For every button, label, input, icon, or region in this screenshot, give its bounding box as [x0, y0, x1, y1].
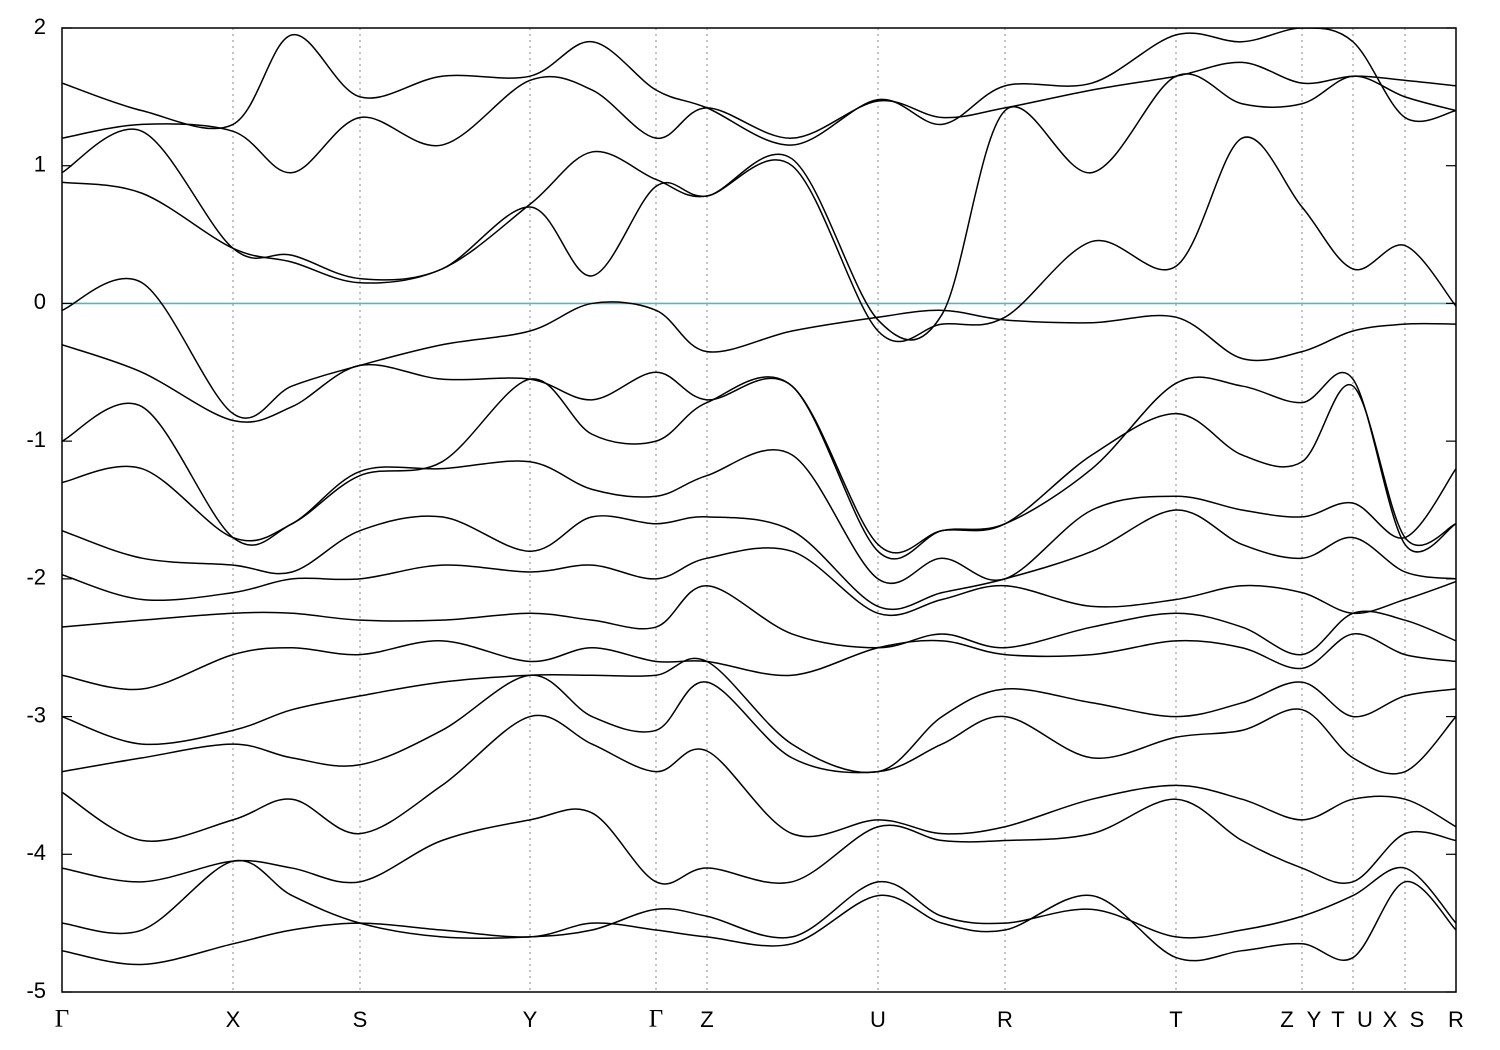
band-line [62, 674, 1456, 775]
y-tick-label: -2 [26, 565, 46, 590]
axis-layer: 210-1-2-3-4-5Γ X S Y Γ Z U R T Z Y T U X S R [26, 14, 1464, 1033]
x-tick-label: Z [700, 1007, 713, 1032]
band-line [62, 28, 1456, 146]
band-line [62, 859, 1456, 939]
band-line [62, 798, 1456, 885]
x-tick-label: S [353, 1007, 368, 1032]
x-tick-label: Y [1307, 1007, 1322, 1032]
band-line [62, 633, 1456, 691]
x-tick-label: S [1410, 1007, 1425, 1032]
x-tick-label: Γ [649, 1006, 663, 1033]
x-tick-label: U [1357, 1007, 1373, 1032]
y-tick-label: -1 [26, 427, 46, 452]
band-line [62, 657, 1456, 774]
x-tick-label: X [226, 1007, 241, 1032]
band-line [62, 509, 1456, 611]
x-tick-label: U [870, 1007, 886, 1032]
x-tick-label: R [997, 1007, 1013, 1032]
x-tick-label: T [1331, 1007, 1344, 1032]
y-tick-label: -5 [26, 978, 46, 1003]
x-tick-label: X [1383, 1007, 1398, 1032]
band-line [62, 136, 1456, 343]
band-line [62, 547, 1456, 617]
band-line [62, 881, 1456, 966]
plot-frame [61, 27, 1457, 993]
band-line [62, 61, 1456, 174]
band-line [62, 584, 1456, 656]
band-line [62, 371, 1456, 560]
x-tick-label: Y [523, 1007, 538, 1032]
y-tick-label: -4 [26, 840, 46, 865]
x-tick-label: Γ [55, 1006, 69, 1033]
x-tick-label: Z [1280, 1007, 1293, 1032]
x-tick-label: R [1448, 1007, 1464, 1032]
y-tick-label: 1 [34, 152, 46, 177]
band-line [62, 449, 1456, 585]
band-line [62, 344, 1456, 554]
y-tick-label: 0 [34, 289, 46, 314]
band-line [62, 714, 1456, 842]
band-layer [62, 28, 1456, 966]
grid-layer [232, 28, 1406, 992]
band-line [62, 277, 1456, 419]
band-line [62, 73, 1456, 341]
x-tick-label: T [1169, 1007, 1182, 1032]
y-tick-label: -3 [26, 702, 46, 727]
y-tick-label: 2 [34, 14, 46, 39]
